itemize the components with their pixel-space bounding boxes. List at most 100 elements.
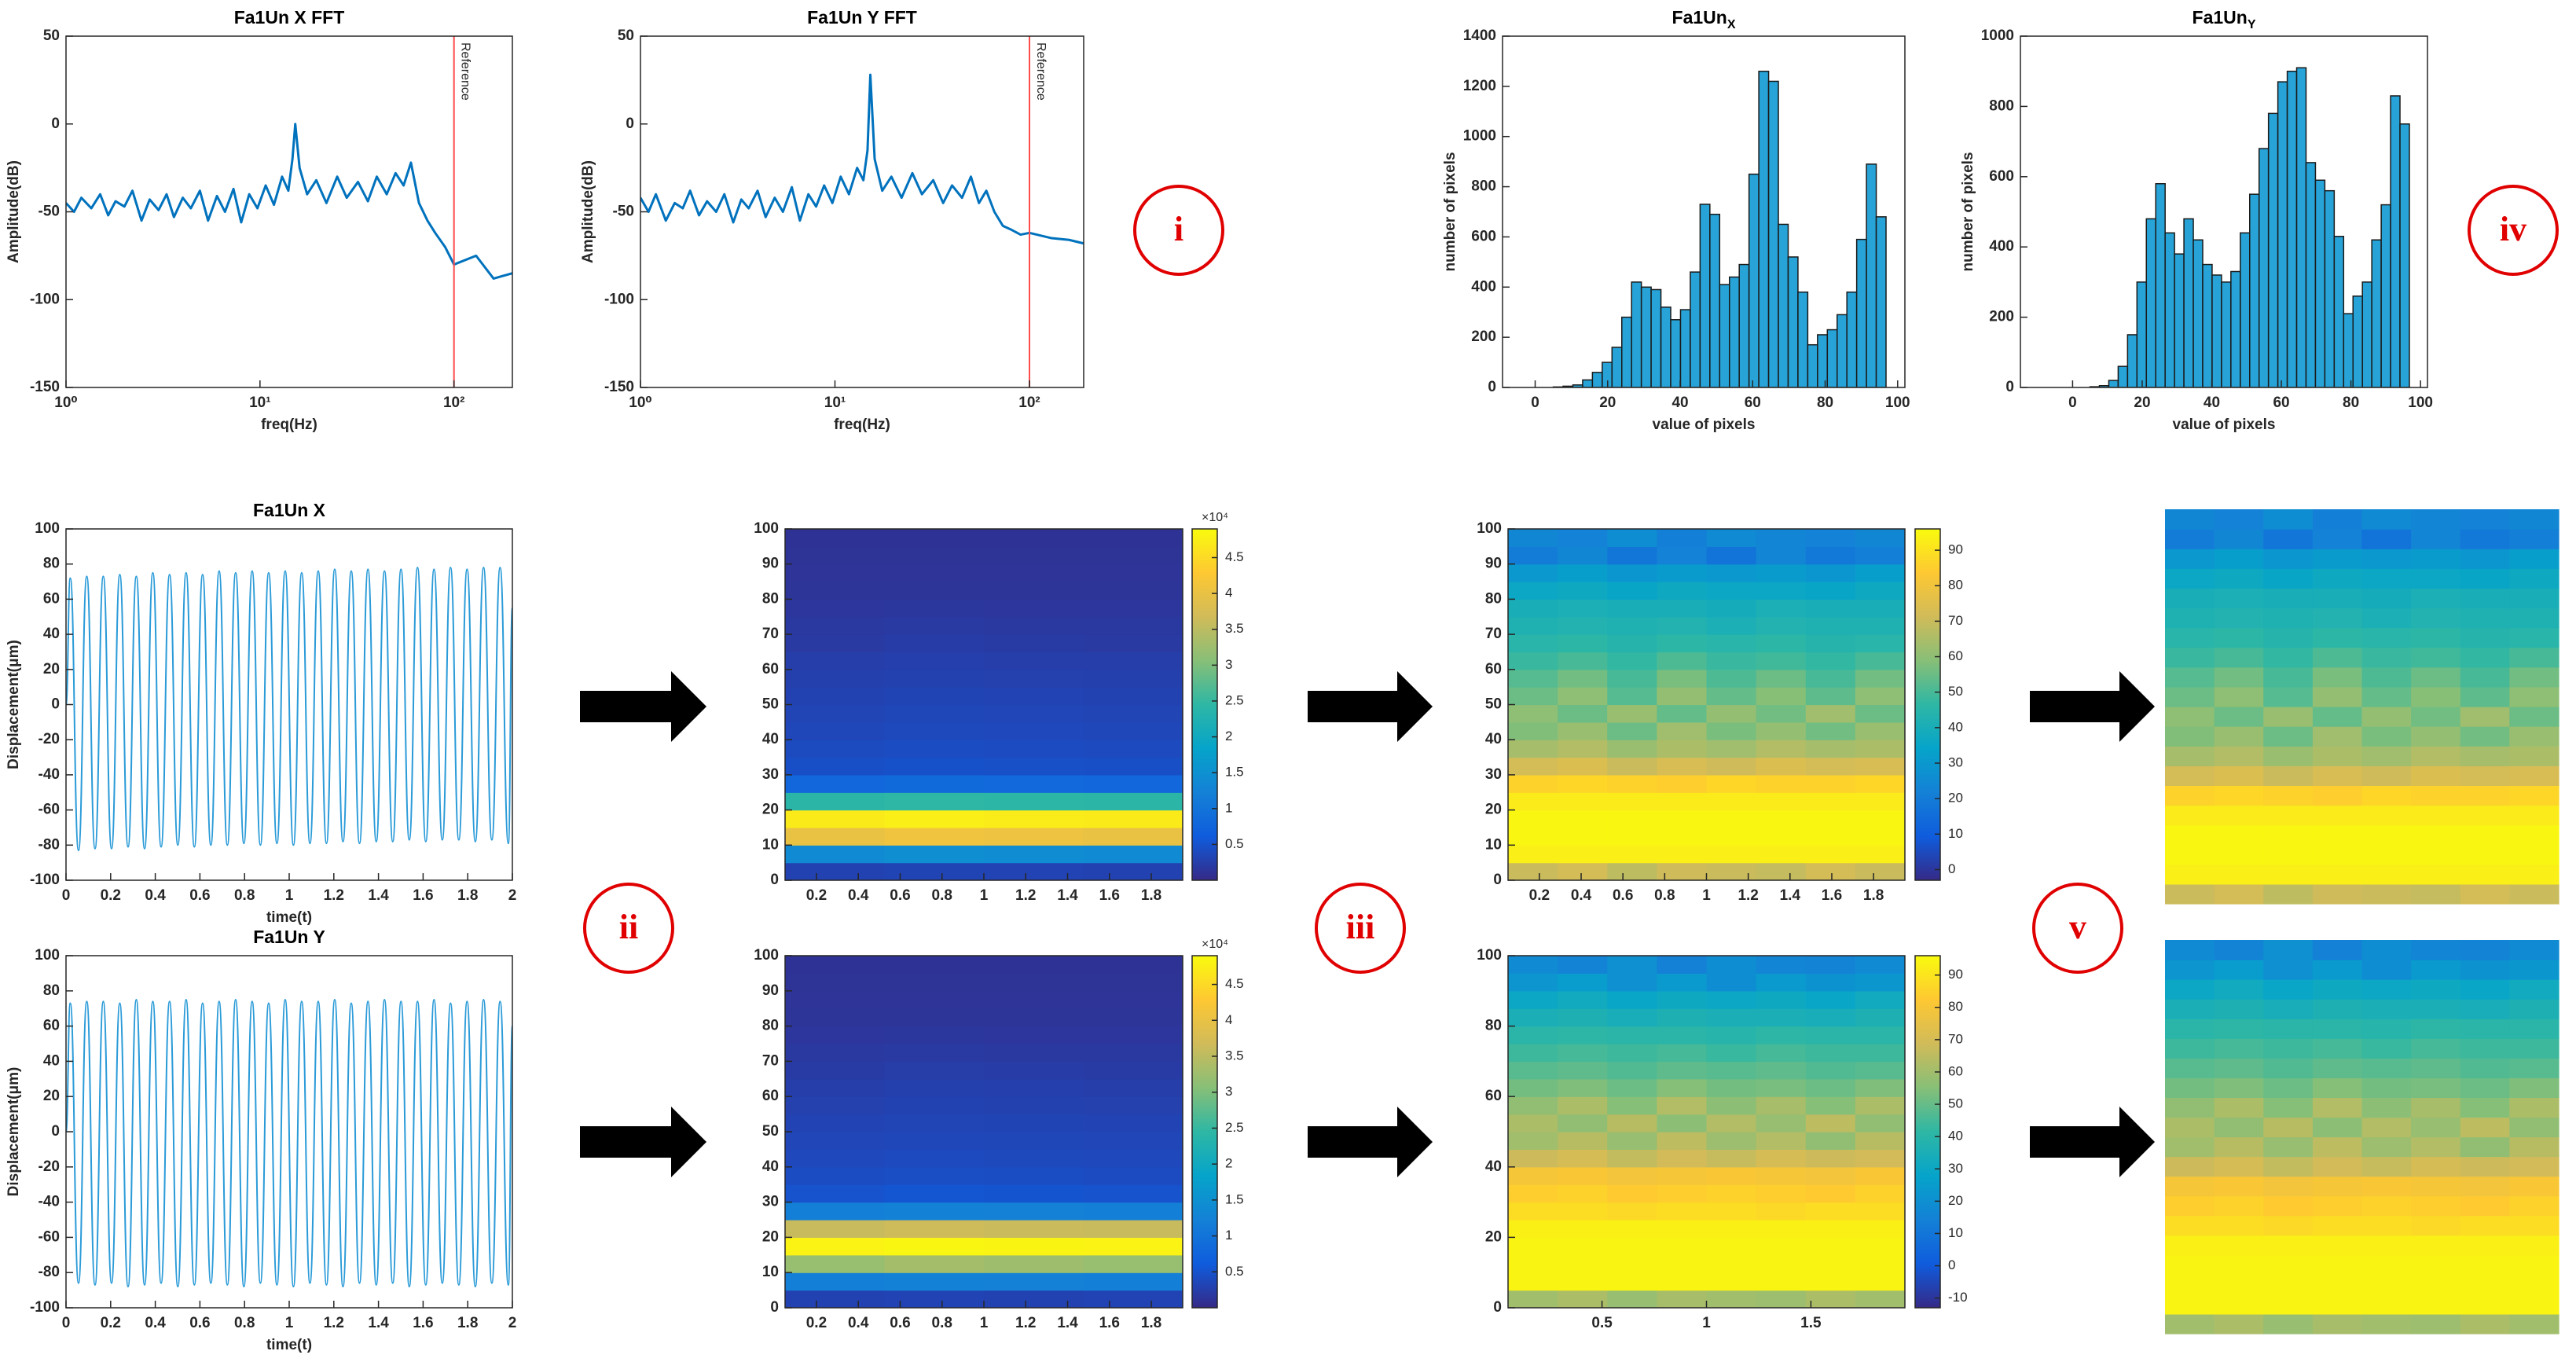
heat-cell — [1855, 1008, 1905, 1027]
line — [66, 123, 512, 280]
title-subscript: Y — [2248, 18, 2256, 31]
colorbar-tick-label: 50 — [1948, 1096, 1963, 1111]
heat-cell — [2411, 1215, 2461, 1236]
heat-cell — [785, 1202, 886, 1221]
heat-cell — [2165, 686, 2215, 707]
image-thumbnail — [2165, 940, 2559, 1334]
y-tick-label: 200 — [1471, 329, 1496, 345]
bar — [1690, 271, 1701, 387]
heat-cell — [1657, 862, 1708, 880]
heat-cell — [1558, 721, 1608, 740]
y-tick-label: 50 — [762, 696, 779, 713]
bar — [1640, 286, 1652, 387]
y-tick-label: 0 — [1493, 1299, 1502, 1316]
x-tick-label: 1 — [980, 887, 989, 904]
heat-cell — [2460, 1019, 2510, 1039]
chart-title: Fa1Un X — [253, 500, 326, 520]
heat-cell — [1756, 973, 1807, 992]
heat-cell — [1558, 599, 1608, 618]
heat-cell — [1657, 1008, 1708, 1027]
heat-cell — [884, 669, 985, 688]
heat-cell — [2509, 1254, 2559, 1276]
x-tick-label: 1.6 — [1099, 887, 1120, 904]
heat-cell — [1607, 652, 1657, 670]
heat-cell — [2312, 1058, 2363, 1078]
heat-cell — [2312, 805, 2363, 826]
y-tick-label: 10 — [762, 1264, 779, 1280]
heat-cell — [1706, 1026, 1757, 1044]
heat-cell — [1657, 616, 1708, 635]
y-tick-label: 60 — [1485, 1088, 1502, 1104]
heat-cell — [2460, 1313, 2510, 1334]
heat-cell — [2312, 1313, 2363, 1334]
colorbar-tick-label: 3.5 — [1225, 1048, 1244, 1063]
x-tick-label: 0.2 — [806, 887, 827, 904]
heat-cell — [1607, 1290, 1657, 1308]
colorbar-tick-label: 60 — [1948, 648, 1963, 663]
panel-labels — [583, 185, 2559, 974]
heat-cell — [1855, 1149, 1905, 1168]
x-tick-label: 0.8 — [234, 887, 255, 904]
y-axis-label: Amplitude(dB) — [580, 160, 596, 263]
heat-cell — [1607, 792, 1657, 811]
heat-cell — [1607, 1184, 1657, 1203]
x-tick-label: 0.4 — [145, 1315, 166, 1331]
heat-cell — [2509, 746, 2559, 766]
y-axis-label: number of pixels — [1960, 152, 1976, 271]
bar — [2202, 263, 2213, 387]
heat-cell — [1756, 1132, 1807, 1150]
x-tick-label: 0.8 — [932, 1315, 952, 1331]
heat-cell — [1706, 1290, 1757, 1308]
heat-cell — [2509, 1156, 2559, 1177]
bar — [2108, 380, 2119, 387]
heat-cell — [884, 862, 985, 880]
x-tick-label: 1.4 — [368, 1315, 389, 1331]
heat-cell — [984, 721, 1084, 740]
heat-cell — [884, 757, 985, 776]
panel-label: iii — [1346, 908, 1375, 946]
heat-cell — [1657, 582, 1708, 600]
heat-cell — [2165, 1215, 2215, 1236]
heat-cell — [1855, 1166, 1905, 1185]
heat-cell — [1805, 1184, 1856, 1203]
bar — [2221, 281, 2232, 387]
heat-cell — [1756, 616, 1807, 635]
heat-cell — [2312, 1195, 2363, 1217]
colorbar-tick-label: 3.5 — [1225, 621, 1244, 636]
heat-cell — [2361, 627, 2412, 648]
heat-cell — [2165, 666, 2215, 688]
x-tick-label: 10⁰ — [629, 395, 651, 411]
colorbar-tick-label: 90 — [1948, 967, 1963, 982]
heat-cell — [2460, 979, 2510, 1000]
y-tick-label: -100 — [30, 872, 60, 888]
heat-cell — [2312, 1136, 2363, 1158]
heat-cell — [785, 827, 886, 846]
heat-cell — [2214, 726, 2264, 747]
heat-cell — [1607, 1237, 1657, 1256]
heat-cell — [1805, 1254, 1856, 1273]
heat-cell — [785, 529, 886, 547]
plot-area — [66, 123, 512, 280]
heat-cell — [1706, 1114, 1757, 1133]
heat-cell — [2411, 940, 2461, 960]
chart-title: Fa1UnY — [2193, 7, 2256, 31]
heat-cell — [1706, 1149, 1757, 1168]
heat-cell — [2411, 686, 2461, 707]
heat-cell — [2460, 666, 2510, 688]
heat-cell — [785, 652, 886, 670]
bar — [1836, 314, 1848, 387]
heat-cell — [1756, 1026, 1807, 1044]
heat-cell — [2460, 627, 2510, 648]
chart: 0 10 20 30 40 50 60 70 80 90 100 0.2 0.4 0.6 0.8 1 1.2 1.… — [754, 511, 1243, 904]
bar — [1660, 307, 1671, 387]
heat-cell — [984, 862, 1084, 880]
heat-cell — [2411, 1195, 2461, 1217]
heat-cell — [2312, 726, 2363, 747]
heat-cell — [984, 1149, 1084, 1168]
heat-cell — [1083, 652, 1183, 670]
bar — [2258, 148, 2270, 387]
heat-cell — [2263, 844, 2314, 865]
heat-cell — [2509, 647, 2559, 668]
heat-cell — [2411, 960, 2461, 980]
heat-cell — [2361, 785, 2412, 806]
